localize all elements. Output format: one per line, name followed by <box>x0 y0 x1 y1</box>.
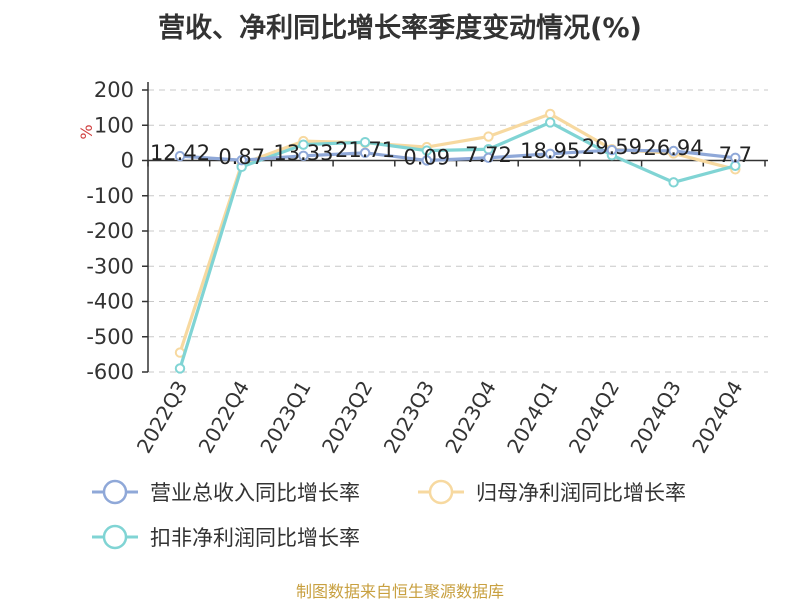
x-tick-labels: 2022Q3 2022Q4 2023Q1 2023Q2 2023Q3 2023Q4 2024… <box>132 377 748 458</box>
data-label: 26.94 <box>644 136 704 160</box>
data-point <box>668 145 679 157</box>
y-tick-label: 0 <box>121 149 134 173</box>
y-tick-label: -400 <box>86 290 134 314</box>
axes <box>142 82 768 373</box>
chart-title: 营收、净利同比增长率季度变动情况(%) <box>158 13 642 44</box>
data-point <box>359 136 371 148</box>
data-label: 7.72 <box>465 143 512 167</box>
data-point <box>298 139 309 150</box>
x-tick-label: 2022Q3 <box>132 377 192 458</box>
x-tick-label: 2024Q1 <box>502 377 562 458</box>
data-label: 0.09 <box>403 145 450 169</box>
data-point <box>730 152 741 163</box>
data-point <box>483 152 494 163</box>
data-label: 29.59 <box>582 135 642 159</box>
data-point <box>545 117 556 128</box>
data-point <box>668 177 679 188</box>
data-point <box>545 108 556 120</box>
grid-lines <box>148 89 768 373</box>
x-tick-label: 2023Q3 <box>379 377 439 458</box>
data-point <box>174 150 186 162</box>
y-axis-label: % <box>77 124 96 139</box>
series-line <box>178 120 736 369</box>
legend-swatch-marker <box>428 479 454 505</box>
y-tick-label: -300 <box>86 254 134 278</box>
data-point <box>606 144 618 156</box>
legend-label: 扣非净利润同比增长率 <box>150 526 360 550</box>
data-label: 18.95 <box>520 139 580 163</box>
x-tick-label: 2024Q4 <box>687 377 747 458</box>
data-point <box>421 155 432 166</box>
x-tick-label: 2023Q2 <box>317 377 377 458</box>
legend-label: 营业总收入同比增长率 <box>150 481 360 505</box>
data-label: 21.71 <box>335 138 395 162</box>
data-label: 12.42 <box>150 141 210 165</box>
y-tick-label: -500 <box>86 325 134 349</box>
y-tick-label: -200 <box>86 219 134 243</box>
data-point <box>545 148 556 160</box>
x-tick-label: 2023Q1 <box>255 377 315 458</box>
series-line <box>179 148 736 163</box>
data-point <box>236 154 247 166</box>
x-tick-label: 2022Q4 <box>194 377 254 458</box>
data-source-note: 制图数据来自恒生聚源数据库 <box>295 582 504 601</box>
x-tick-label: 2024Q2 <box>564 377 624 458</box>
data-point <box>174 363 186 374</box>
data-point <box>483 131 494 142</box>
data-point <box>421 145 432 156</box>
data-label: 13.33 <box>273 141 333 165</box>
data-point <box>298 150 309 162</box>
x-tick-label: 2023Q4 <box>440 377 500 458</box>
data-labels: 12.42 0.87 13.33 21.71 0.09 7.72 18.95 29.59 26.… <box>150 135 752 169</box>
y-tick-label: -100 <box>86 184 134 208</box>
data-point <box>359 147 371 159</box>
y-tick-label: 100 <box>94 113 134 137</box>
y-tick-labels: 200 100 0 -100 -200 -300 -400 -500 -600 <box>86 78 134 384</box>
data-label: 7.7 <box>719 143 752 167</box>
y-tick-label: 200 <box>94 78 134 102</box>
series-lines <box>174 108 741 374</box>
legend-label: 归母净利润同比增长率 <box>476 481 686 505</box>
x-tick-label: 2024Q3 <box>625 377 685 458</box>
legend-swatch-marker <box>102 524 128 550</box>
y-tick-label: -600 <box>86 360 134 384</box>
data-label: 0.87 <box>218 145 265 169</box>
legend-swatch-marker <box>102 479 128 505</box>
